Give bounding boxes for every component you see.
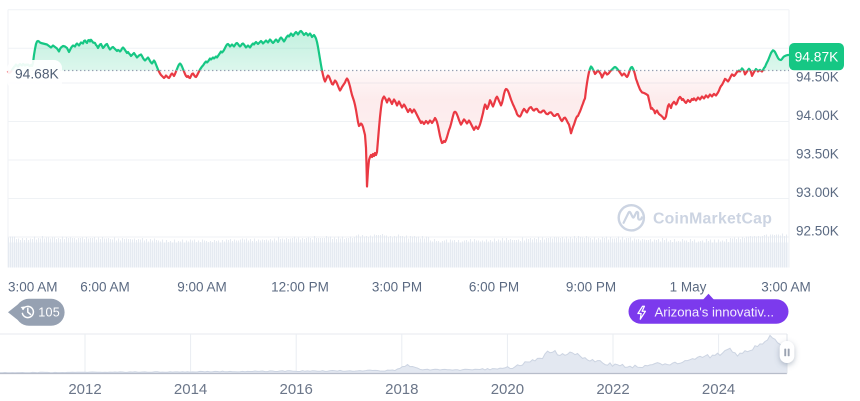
svg-text:2018: 2018 — [385, 381, 418, 398]
svg-text:94.50K: 94.50K — [796, 70, 839, 85]
svg-text:9:00 PM: 9:00 PM — [566, 280, 616, 295]
svg-text:93.00K: 93.00K — [796, 185, 839, 200]
svg-text:6:00 PM: 6:00 PM — [469, 280, 519, 295]
svg-text:3:00 AM: 3:00 AM — [761, 280, 811, 295]
svg-text:6:00 AM: 6:00 AM — [80, 280, 130, 295]
svg-text:3:00 PM: 3:00 PM — [372, 280, 422, 295]
svg-text:2014: 2014 — [174, 381, 207, 398]
svg-text:CoinMarketCap: CoinMarketCap — [653, 210, 772, 227]
svg-text:94.00K: 94.00K — [796, 108, 839, 123]
svg-text:2024: 2024 — [702, 381, 735, 398]
svg-text:105: 105 — [38, 306, 60, 320]
svg-text:2020: 2020 — [491, 381, 524, 398]
svg-text:Arizona's innovativ...: Arizona's innovativ... — [655, 304, 775, 319]
svg-text:9:00 AM: 9:00 AM — [177, 280, 227, 295]
svg-text:94.87K: 94.87K — [795, 50, 840, 65]
svg-text:3:00 AM: 3:00 AM — [8, 280, 58, 295]
svg-text:93.50K: 93.50K — [796, 147, 839, 162]
svg-text:2016: 2016 — [280, 381, 313, 398]
svg-text:1 May: 1 May — [670, 280, 707, 295]
svg-text:2012: 2012 — [68, 381, 101, 398]
svg-text:12:00 PM: 12:00 PM — [271, 280, 329, 295]
svg-text:92.50K: 92.50K — [796, 224, 839, 239]
svg-text:2022: 2022 — [596, 381, 629, 398]
svg-text:94.68K: 94.68K — [15, 66, 60, 81]
